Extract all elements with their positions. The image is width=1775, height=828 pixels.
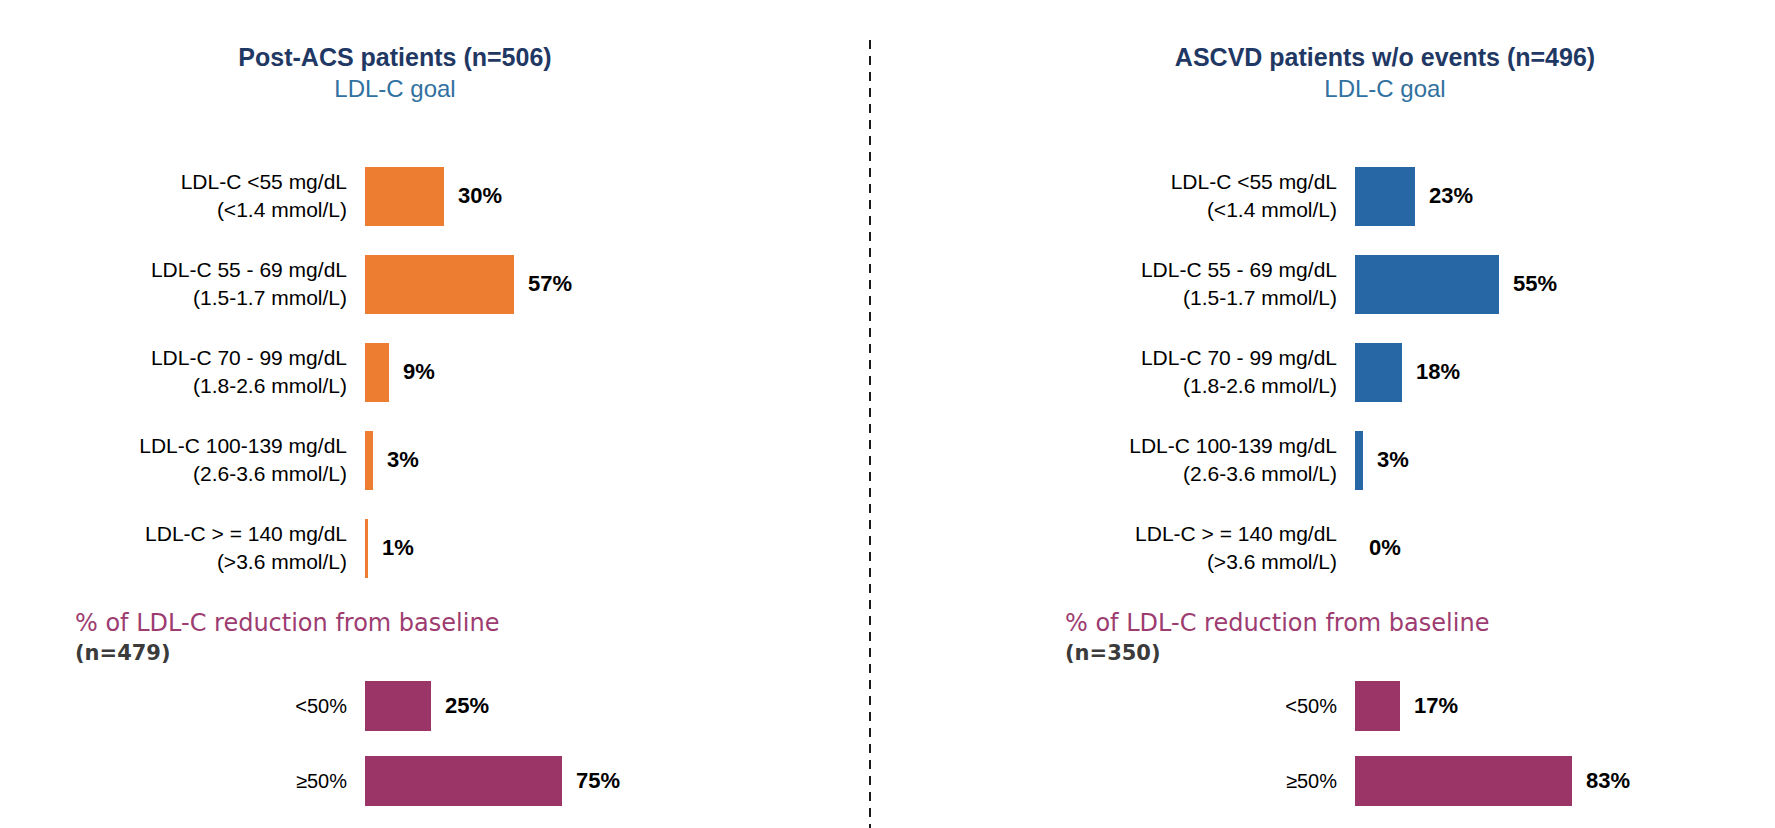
bar-area: 75% <box>365 756 745 806</box>
bar-area: 9% <box>365 343 745 402</box>
category-label: LDL-C <55 mg/dL(<1.4 mmol/L) <box>1035 168 1355 224</box>
panel-ascvd: ASCVD patients w/o events (n=496) LDL-C … <box>1035 0 1735 818</box>
bar-area: 3% <box>365 431 745 490</box>
bar-row: LDL-C 100-139 mg/dL(2.6-3.6 mmol/L) 3% <box>45 416 745 504</box>
bar <box>365 756 562 806</box>
bar <box>1355 681 1400 731</box>
bar <box>365 681 431 731</box>
bar <box>365 255 514 314</box>
category-label: LDL-C 55 - 69 mg/dL(1.5-1.7 mmol/L) <box>1035 256 1355 312</box>
category-label: LDL-C 70 - 99 mg/dL(1.8-2.6 mmol/L) <box>45 344 365 400</box>
bar-area: 83% <box>1355 756 1735 806</box>
bar <box>365 431 373 490</box>
bar <box>365 167 444 226</box>
bar-row: LDL-C > = 140 mg/dL(>3.6 mmol/L) 0% <box>1035 504 1735 592</box>
panel-title: Post-ACS patients (n=506) <box>45 42 745 72</box>
bar-area: 3% <box>1355 431 1735 490</box>
bar-row: ≥50% 75% <box>45 743 745 818</box>
bar-area: 57% <box>365 255 745 314</box>
category-label: LDL-C <55 mg/dL(<1.4 mmol/L) <box>45 168 365 224</box>
bar-row: ≥50% 83% <box>1035 743 1735 818</box>
bar-area: 1% <box>365 519 745 578</box>
category-label: LDL-C 70 - 99 mg/dL(1.8-2.6 mmol/L) <box>1035 344 1355 400</box>
ldl-goal-bar-chart: LDL-C <55 mg/dL(<1.4 mmol/L) 30% LDL-C 55 … <box>45 152 745 592</box>
category-label: LDL-C > = 140 mg/dL(>3.6 mmol/L) <box>45 520 365 576</box>
bar-row: LDL-C > = 140 mg/dL(>3.6 mmol/L) 1% <box>45 504 745 592</box>
value-label: 3% <box>387 447 419 473</box>
value-label: 75% <box>576 768 620 794</box>
value-label: 3% <box>1377 447 1409 473</box>
category-label: ≥50% <box>1035 769 1355 793</box>
bar-area: 25% <box>365 681 745 731</box>
bar <box>365 343 389 402</box>
value-label: 30% <box>458 183 502 209</box>
figure-canvas: Post-ACS patients (n=506) LDL-C goal LDL… <box>0 0 1775 828</box>
bar-row: LDL-C 55 - 69 mg/dL(1.5-1.7 mmol/L) 57% <box>45 240 745 328</box>
category-label: LDL-C > = 140 mg/dL(>3.6 mmol/L) <box>1035 520 1355 576</box>
value-label: 83% <box>1586 768 1630 794</box>
value-label: 23% <box>1429 183 1473 209</box>
bar <box>1355 167 1415 226</box>
category-label: <50% <box>45 694 365 718</box>
category-label: LDL-C 100-139 mg/dL(2.6-3.6 mmol/L) <box>45 432 365 488</box>
category-label: LDL-C 55 - 69 mg/dL(1.5-1.7 mmol/L) <box>45 256 365 312</box>
bar-row: <50% 17% <box>1035 668 1735 743</box>
bar-area: 17% <box>1355 681 1735 731</box>
bar-area: 30% <box>365 167 745 226</box>
value-label: 57% <box>528 271 572 297</box>
bar <box>365 519 368 578</box>
reduction-n-label: (n=350) <box>1065 640 1735 666</box>
reduction-n-label: (n=479) <box>75 640 745 666</box>
bar-row: LDL-C 70 - 99 mg/dL(1.8-2.6 mmol/L) 18% <box>1035 328 1735 416</box>
panel-subtitle: LDL-C goal <box>45 74 745 104</box>
panel-divider-dashed-line <box>869 40 871 828</box>
panel-title: ASCVD patients w/o events (n=496) <box>1035 42 1735 72</box>
value-label: 55% <box>1513 271 1557 297</box>
bar-area: 18% <box>1355 343 1735 402</box>
bar <box>1355 756 1572 806</box>
reduction-section-header: % of LDL-C reduction from baseline <box>1065 608 1735 638</box>
reduction-section-header: % of LDL-C reduction from baseline <box>75 608 745 638</box>
value-label: 0% <box>1369 535 1401 561</box>
category-label: LDL-C 100-139 mg/dL(2.6-3.6 mmol/L) <box>1035 432 1355 488</box>
bar-row: LDL-C <55 mg/dL(<1.4 mmol/L) 23% <box>1035 152 1735 240</box>
bar-row: LDL-C 70 - 99 mg/dL(1.8-2.6 mmol/L) 9% <box>45 328 745 416</box>
value-label: 9% <box>403 359 435 385</box>
bar-area: 55% <box>1355 255 1735 314</box>
category-label: <50% <box>1035 694 1355 718</box>
bar <box>1355 343 1402 402</box>
panel-subtitle: LDL-C goal <box>1035 74 1735 104</box>
value-label: 1% <box>382 535 414 561</box>
bar-row: LDL-C 100-139 mg/dL(2.6-3.6 mmol/L) 3% <box>1035 416 1735 504</box>
value-label: 25% <box>445 693 489 719</box>
bar <box>1355 255 1499 314</box>
bar-row: LDL-C 55 - 69 mg/dL(1.5-1.7 mmol/L) 55% <box>1035 240 1735 328</box>
reduction-bar-chart: <50% 25% ≥50% 75% <box>45 668 745 818</box>
reduction-bar-chart: <50% 17% ≥50% 83% <box>1035 668 1735 818</box>
value-label: 17% <box>1414 693 1458 719</box>
bar-row: LDL-C <55 mg/dL(<1.4 mmol/L) 30% <box>45 152 745 240</box>
panel-post-acs: Post-ACS patients (n=506) LDL-C goal LDL… <box>45 0 745 818</box>
ldl-goal-bar-chart: LDL-C <55 mg/dL(<1.4 mmol/L) 23% LDL-C 55 … <box>1035 152 1735 592</box>
category-label: ≥50% <box>45 769 365 793</box>
bar <box>1355 431 1363 490</box>
bar-area: 23% <box>1355 167 1735 226</box>
bar-row: <50% 25% <box>45 668 745 743</box>
bar-area: 0% <box>1355 535 1735 561</box>
value-label: 18% <box>1416 359 1460 385</box>
